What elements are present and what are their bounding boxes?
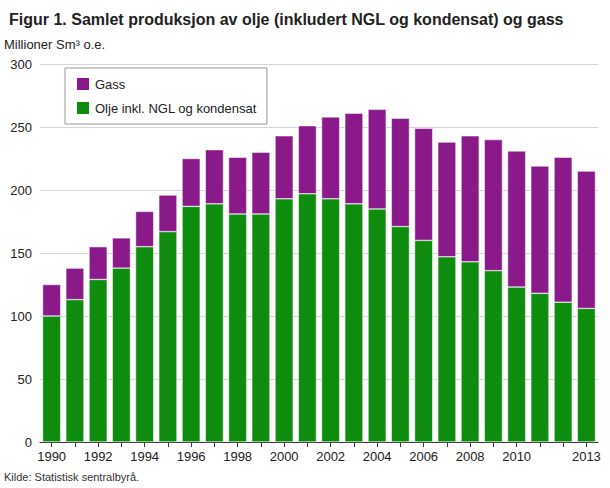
svg-text:2013: 2013: [572, 449, 601, 464]
svg-text:2000: 2000: [270, 449, 299, 464]
svg-text:Gass: Gass: [95, 77, 126, 92]
svg-text:1998: 1998: [223, 449, 252, 464]
svg-text:2006: 2006: [409, 449, 438, 464]
svg-text:2002: 2002: [316, 449, 345, 464]
svg-text:Kilde: Statistisk sentralbyrå.: Kilde: Statistisk sentralbyrå.: [4, 471, 139, 483]
svg-text:1990: 1990: [37, 449, 66, 464]
svg-text:2004: 2004: [363, 449, 392, 464]
svg-text:300: 300: [10, 57, 32, 72]
svg-text:1992: 1992: [84, 449, 113, 464]
svg-text:100: 100: [10, 309, 32, 324]
svg-text:0: 0: [25, 435, 32, 450]
svg-text:200: 200: [10, 183, 32, 198]
svg-text:Millioner Sm³ o.e.: Millioner Sm³ o.e.: [4, 37, 105, 52]
svg-text:2010: 2010: [502, 449, 531, 464]
svg-text:2008: 2008: [456, 449, 485, 464]
svg-text:1994: 1994: [130, 449, 159, 464]
svg-text:250: 250: [10, 120, 32, 135]
svg-text:Olje inkl. NGL og kondensat: Olje inkl. NGL og kondensat: [95, 101, 257, 116]
svg-text:Figur 1. Samlet produksjon av: Figur 1. Samlet produksjon av olje (inkl…: [9, 11, 564, 28]
svg-text:150: 150: [10, 246, 32, 261]
svg-text:1996: 1996: [177, 449, 206, 464]
svg-text:50: 50: [18, 372, 32, 387]
